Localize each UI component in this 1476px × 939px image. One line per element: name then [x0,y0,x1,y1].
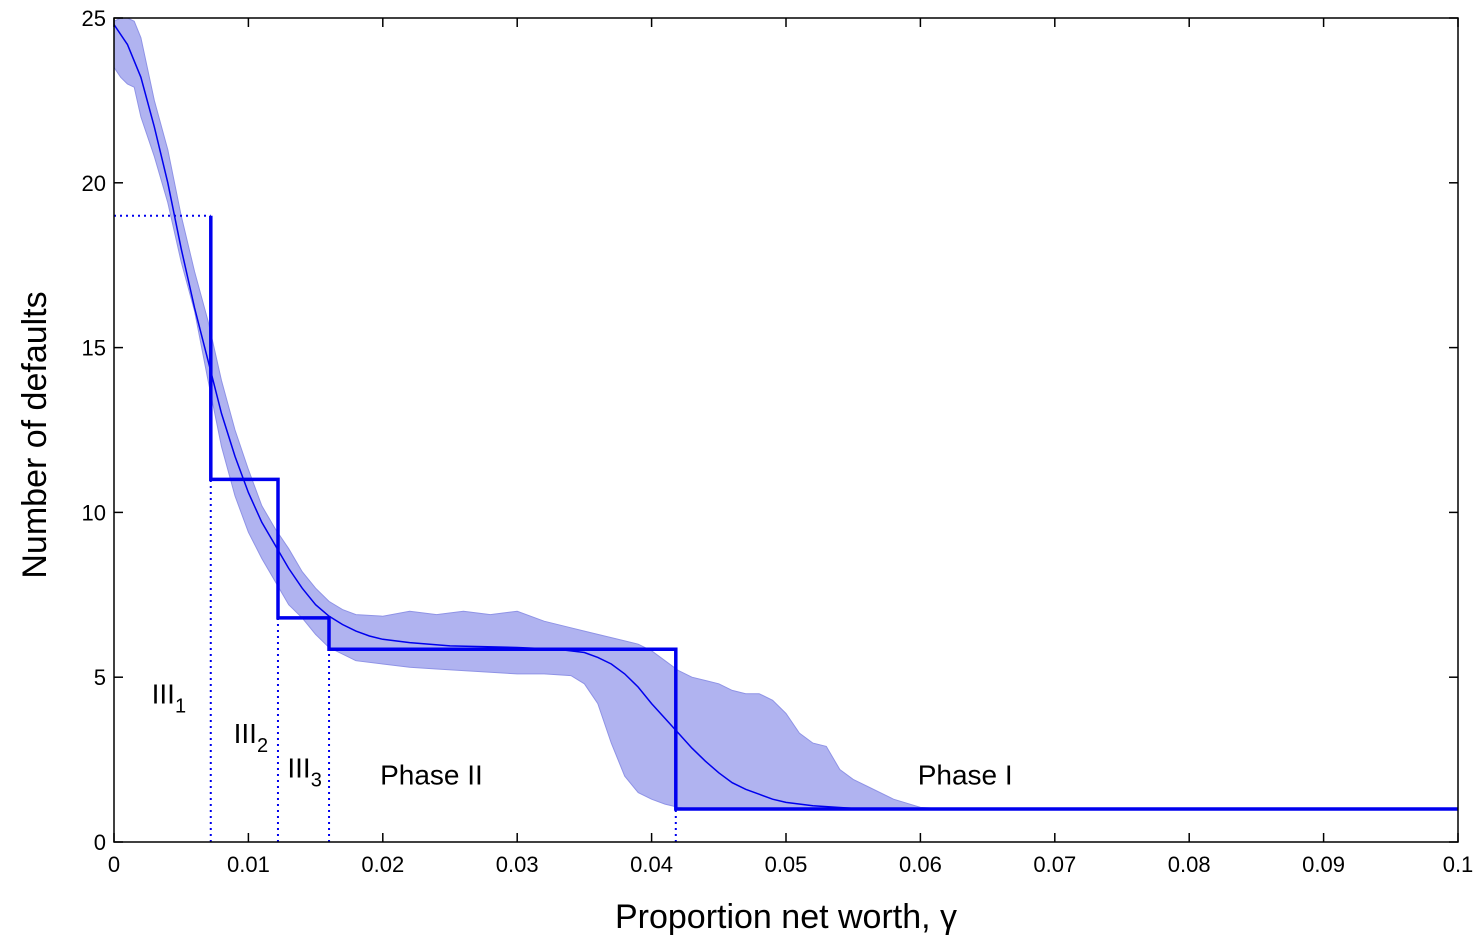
phase-step-line [209,215,1458,811]
step-line-layer [209,215,1458,811]
reference-lines-layer [114,214,677,842]
x-tick-label: 0.1 [1443,852,1474,877]
x-tick-label: 0.03 [496,852,539,877]
y-tick-label: 5 [94,665,106,690]
ticks-layer: 0 0.01 0.02 0.03 0.04 0.05 0.06 0.07 0.08 0.09 0.1… [82,6,1474,877]
annotation-4: Phase II [380,759,483,790]
annotation-1: III1 [152,679,186,718]
x-tick-label: 0.08 [1168,852,1211,877]
x-tick-label: 0 [108,852,120,877]
y-tick-label: 15 [82,336,106,361]
x-tick-label: 0.07 [1033,852,1076,877]
mean-line-layer [113,24,1458,810]
mean-defaults-line [113,24,1458,810]
y-tick-label: 20 [82,171,106,196]
annotation-2: III2 [234,718,268,757]
x-tick-label: 0.05 [765,852,808,877]
y-axis-label: Number of defaults [16,291,54,578]
annotation-3: III3 [287,753,321,792]
x-tick-label: 0.01 [227,852,270,877]
x-axis-label: Proportion net worth, γ [615,898,957,936]
y-tick-label: 0 [94,830,106,855]
y-tick-label: 25 [82,6,106,31]
plot-background [114,18,1458,842]
y-tick-label: 10 [82,500,106,525]
annotation-5: Phase I [918,759,1013,790]
x-tick-label: 0.06 [899,852,942,877]
x-tick-label: 0.09 [1302,852,1345,877]
x-tick-label: 0.02 [361,852,404,877]
x-tick-label: 0.04 [630,852,673,877]
annotations-layer: III1 III2 III3 Phase II Phase I [152,679,1013,792]
